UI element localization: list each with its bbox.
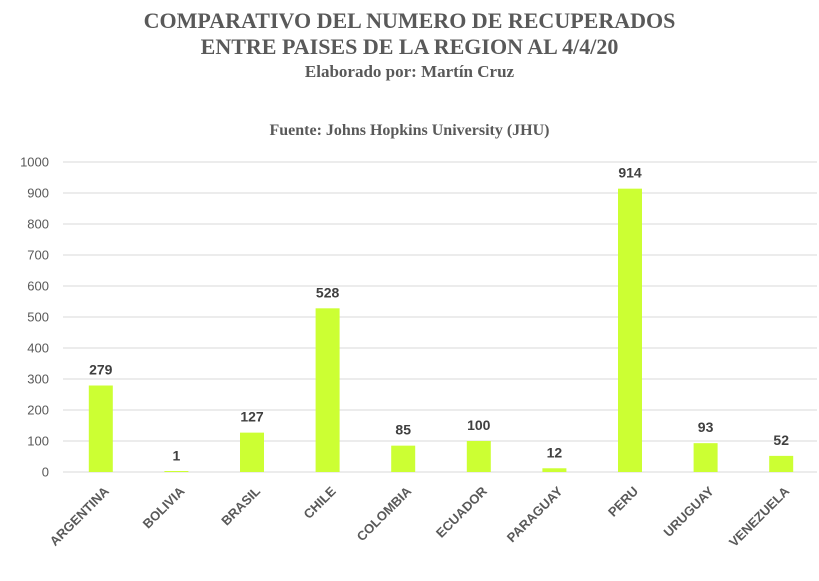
- y-tick-label: 400: [27, 341, 49, 356]
- y-tick-label: 1000: [20, 155, 49, 170]
- chart-title-line2: ENTRE PAISES DE LA REGION AL 4/4/20: [200, 34, 619, 59]
- x-tick-label: VENEZUELA: [726, 483, 793, 550]
- data-label: 279: [89, 362, 113, 378]
- y-tick-label: 800: [27, 217, 49, 232]
- chart-author: Elaborado por: Martín Cruz: [304, 62, 515, 81]
- x-tick-label: ARGENTINA: [47, 483, 113, 549]
- bar-uruguay: [693, 443, 718, 472]
- bar-paraguay: [542, 468, 567, 472]
- chart-subtitle: Fuente: Johns Hopkins University (JHU): [269, 122, 550, 139]
- data-label: 85: [395, 422, 411, 438]
- data-label: 52: [773, 432, 789, 448]
- x-tick-label: PARAGUAY: [504, 483, 566, 545]
- x-tick-label: COLOMBIA: [354, 483, 415, 544]
- chart-title-line1: COMPARATIVO DEL NUMERO DE RECUPERADOS: [143, 8, 676, 33]
- y-tick-label: 600: [27, 279, 49, 294]
- y-tick-label: 0: [42, 465, 49, 480]
- data-label: 914: [618, 165, 642, 181]
- bar-argentina: [88, 385, 113, 472]
- data-label: 12: [547, 444, 563, 460]
- bar-chile: [315, 308, 340, 472]
- bar-brasil: [240, 432, 264, 472]
- data-label: 1: [173, 448, 181, 464]
- x-tick-label: URUGUAY: [660, 483, 716, 539]
- bar-bolivia: [164, 471, 189, 472]
- data-label: 100: [467, 417, 491, 433]
- y-tick-label: 500: [27, 310, 49, 325]
- x-tick-label: CHILE: [301, 483, 339, 521]
- bar-ecuador: [466, 441, 491, 472]
- bar-venezuela: [769, 455, 794, 472]
- y-tick-label: 700: [27, 248, 49, 263]
- x-tick-label: BOLIVIA: [140, 483, 188, 531]
- y-tick-label: 100: [27, 434, 49, 449]
- y-tick-label: 300: [27, 372, 49, 387]
- chart-title-block: COMPARATIVO DEL NUMERO DE RECUPERADOS EN…: [0, 8, 819, 82]
- bar-colombia: [391, 445, 416, 472]
- data-label: 127: [240, 409, 264, 425]
- y-tick-label: 200: [27, 403, 49, 418]
- data-label: 528: [316, 284, 340, 300]
- x-tick-label: PERU: [605, 484, 641, 520]
- x-tick-label: BRASIL: [218, 483, 263, 528]
- data-label: 93: [698, 419, 714, 435]
- y-tick-label: 900: [27, 186, 49, 201]
- bar-peru: [618, 188, 642, 472]
- x-tick-label: ECUADOR: [433, 483, 491, 541]
